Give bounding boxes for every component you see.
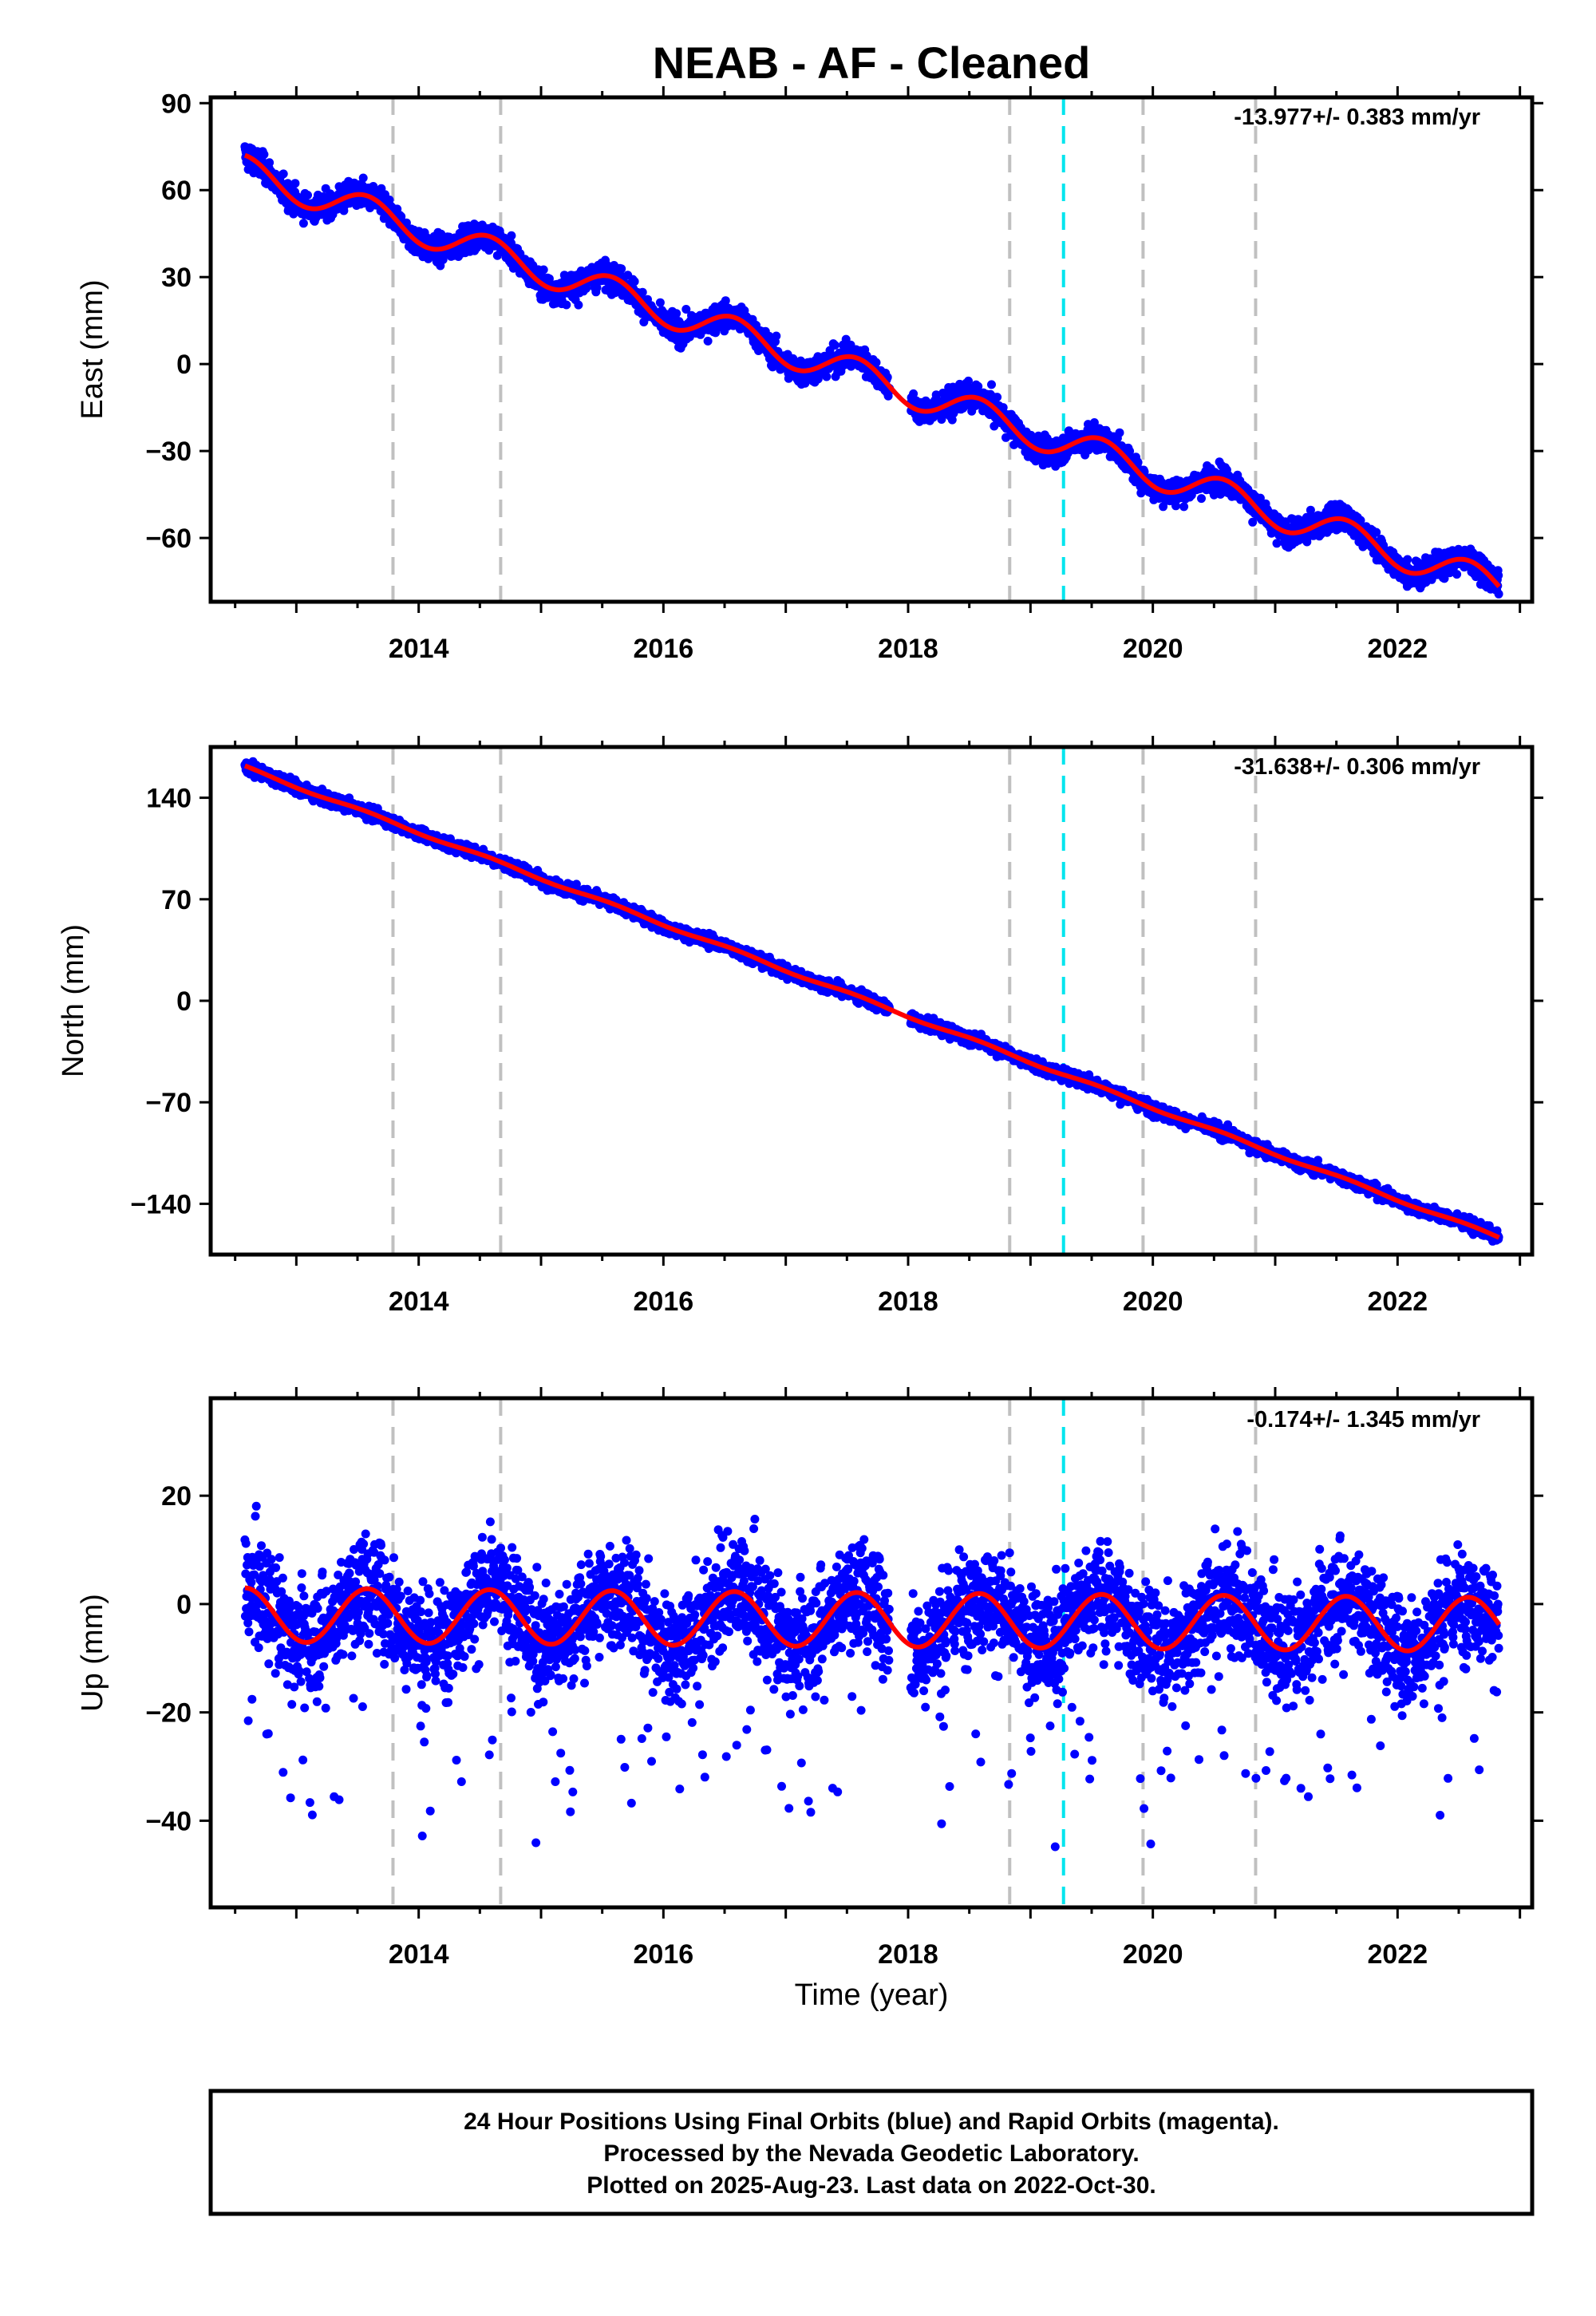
east-point — [358, 173, 368, 183]
east-rate-label: -13.977+/- 0.383 mm/yr — [1234, 105, 1480, 130]
east-point — [279, 169, 288, 179]
east-plot-frame — [208, 95, 1535, 604]
east-point — [871, 358, 881, 367]
east-y-tick-label: 30 — [161, 263, 192, 293]
east-point — [1179, 502, 1189, 512]
east-point — [397, 211, 406, 221]
east-x-tick-label: 2018 — [878, 634, 938, 664]
north-plot-area — [240, 747, 1503, 1255]
east-point — [1089, 418, 1099, 427]
east-point — [764, 331, 774, 341]
east-y-tick-label: 90 — [161, 89, 192, 119]
east-point — [298, 219, 308, 228]
east-point — [265, 158, 275, 168]
east-point — [703, 336, 713, 346]
east-point — [721, 296, 730, 306]
east-point — [1356, 516, 1365, 525]
east-point — [947, 415, 957, 425]
east-x-tick-label: 2014 — [389, 634, 449, 664]
east-point — [1372, 528, 1381, 537]
east-point — [562, 300, 571, 310]
east-point — [772, 331, 781, 341]
east-point — [655, 298, 665, 307]
east-point — [822, 372, 832, 381]
east-y-tick-label: −60 — [145, 524, 192, 554]
east-point — [574, 300, 583, 310]
east-y-tick-label: 0 — [176, 350, 192, 380]
east-point — [582, 283, 591, 293]
east-point — [1248, 517, 1258, 527]
east-point — [303, 191, 312, 200]
east-point — [1197, 494, 1206, 504]
east-y-axis-label: East (mm) — [76, 279, 109, 419]
east-point — [672, 309, 681, 318]
east-panel: 90 60 30 0 −30 −60 2014 2016 2018 2020 2022 -13.97… — [76, 86, 1543, 664]
east-point — [1115, 428, 1124, 437]
east-point — [1494, 589, 1503, 599]
east-point — [539, 265, 548, 275]
east-fit-line — [243, 152, 1501, 588]
east-axis: 90 60 30 0 −30 −60 2014 2016 2018 2020 2022 — [145, 86, 1543, 664]
east-point — [1452, 570, 1462, 579]
east-point — [592, 283, 602, 292]
figure-title: NEAB - AF - Cleaned — [653, 38, 1091, 88]
east-x-tick-label: 2016 — [634, 634, 694, 664]
east-point — [507, 231, 516, 240]
east-point — [1403, 555, 1412, 564]
east-point — [617, 264, 626, 274]
east-point — [1494, 571, 1503, 580]
east-point — [1272, 539, 1282, 548]
east-y-tick-label: 60 — [161, 176, 192, 206]
east-point — [630, 277, 639, 287]
east-x-tick-label: 2020 — [1123, 634, 1183, 664]
east-point — [638, 287, 647, 297]
east-point — [993, 393, 1002, 402]
east-point — [681, 305, 691, 314]
east-point — [544, 274, 554, 283]
east-plot-area — [240, 97, 1503, 602]
east-point — [830, 341, 839, 350]
east-point — [1133, 457, 1143, 467]
east-point — [987, 380, 996, 389]
east-point — [909, 389, 918, 398]
east-x-tick-label: 2022 — [1368, 634, 1428, 664]
east-point — [259, 150, 269, 159]
east-point — [290, 179, 300, 188]
east-point — [990, 421, 999, 431]
east-y-tick-label: −30 — [145, 437, 192, 467]
